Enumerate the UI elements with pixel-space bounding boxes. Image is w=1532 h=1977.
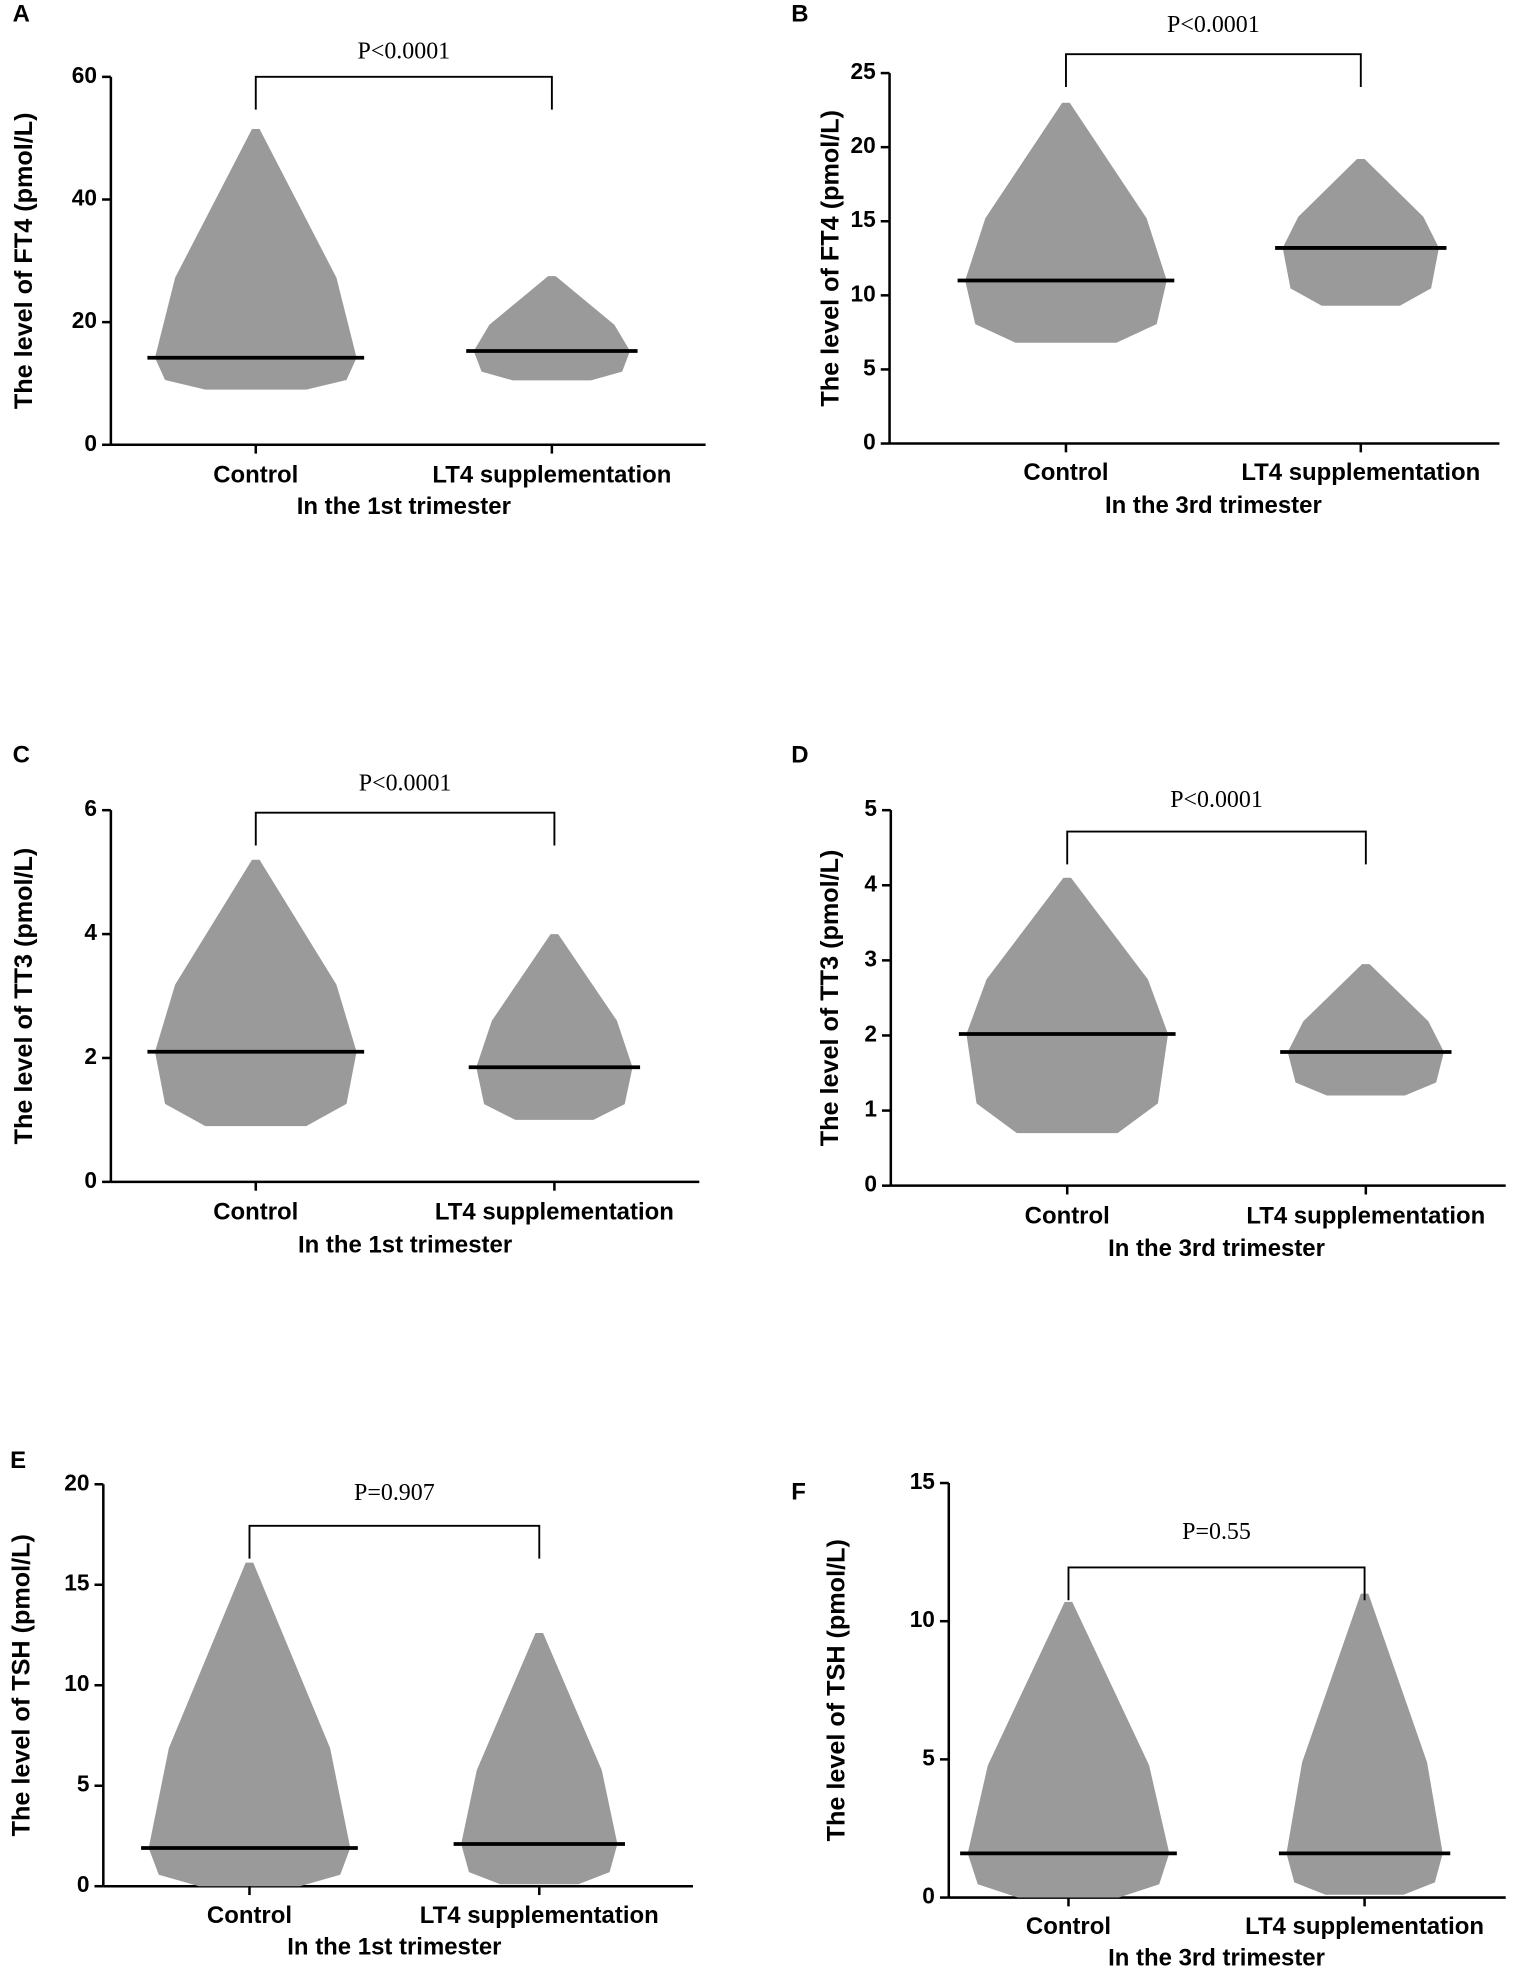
dot-cloud bbox=[1287, 964, 1444, 1096]
x-axis-label: In the 3rd trimester bbox=[1108, 1945, 1325, 1972]
y-tick-label: 15 bbox=[64, 1570, 89, 1596]
dot-cloud bbox=[473, 276, 630, 381]
x-tick-label: LT4 supplementation bbox=[1245, 1913, 1484, 1940]
significance-bracket bbox=[1067, 1566, 1366, 1601]
y-tick-label: 20 bbox=[72, 307, 97, 333]
x-tick-label: LT4 supplementation bbox=[1246, 1202, 1485, 1229]
panel-letter: E bbox=[10, 1447, 26, 1474]
y-tick-label: 4 bbox=[84, 919, 97, 945]
y-tick-label: 60 bbox=[72, 62, 97, 88]
y-axis-label: The level of TT3 (pmol/L) bbox=[816, 850, 844, 1147]
x-tick-label: Control bbox=[1025, 1202, 1110, 1229]
p-value: P=0.907 bbox=[354, 1480, 435, 1506]
dot-cloud bbox=[967, 1601, 1170, 1898]
p-value: P<0.0001 bbox=[1170, 787, 1263, 813]
y-tick-label: 40 bbox=[72, 184, 97, 210]
x-tick-label: Control bbox=[207, 1902, 292, 1929]
y-axis-label: The level of TSH (pmol/L) bbox=[823, 1539, 851, 1841]
y-tick-label: 4 bbox=[864, 870, 877, 896]
panel-letter: C bbox=[13, 741, 30, 768]
y-tick-label: 20 bbox=[850, 132, 875, 158]
y-tick-label: 5 bbox=[863, 354, 876, 380]
dot-cloud bbox=[1286, 1593, 1443, 1895]
p-value: P<0.0001 bbox=[359, 770, 452, 796]
y-tick-label: 3 bbox=[864, 945, 877, 971]
y-axis-label: The level of FT4 (pmol/L) bbox=[10, 112, 38, 409]
significance-bracket bbox=[1065, 53, 1362, 87]
x-tick-label: Control bbox=[213, 462, 298, 489]
dot-cloud bbox=[154, 128, 357, 390]
y-axis-label: The level of TSH (pmol/L) bbox=[7, 1534, 35, 1836]
panel-letter: A bbox=[13, 0, 30, 27]
x-axis-label: In the 1st trimester bbox=[298, 1231, 512, 1258]
y-tick-label: 6 bbox=[84, 795, 97, 821]
y-tick-label: 25 bbox=[850, 58, 875, 84]
y-tick-label: 0 bbox=[84, 430, 97, 456]
x-tick-label: LT4 supplementation bbox=[1241, 459, 1480, 486]
p-value: P<0.0001 bbox=[1167, 12, 1260, 38]
y-tick-label: 0 bbox=[864, 1171, 877, 1197]
panel-letter: F bbox=[791, 1478, 806, 1505]
y-tick-label: 10 bbox=[850, 280, 875, 306]
panel-letter: B bbox=[791, 0, 808, 27]
y-tick-label: 20 bbox=[64, 1469, 89, 1495]
y-tick-label: 10 bbox=[64, 1670, 89, 1696]
p-value: P<0.0001 bbox=[358, 38, 451, 64]
y-tick-label: 10 bbox=[910, 1606, 935, 1632]
y-tick-label: 2 bbox=[864, 1020, 877, 1046]
x-tick-label: Control bbox=[1026, 1913, 1111, 1940]
p-value: P=0.55 bbox=[1182, 1519, 1251, 1545]
y-tick-label: 0 bbox=[922, 1883, 935, 1909]
dot-cloud bbox=[148, 1562, 351, 1887]
y-tick-label: 0 bbox=[77, 1871, 90, 1897]
y-tick-label: 2 bbox=[84, 1043, 97, 1069]
dot-cloud bbox=[461, 1632, 618, 1885]
y-axis-label: The level of TT3 (pmol/L) bbox=[10, 848, 38, 1145]
x-tick-label: Control bbox=[1023, 459, 1108, 486]
y-tick-label: 1 bbox=[864, 1096, 877, 1122]
significance-bracket bbox=[1066, 830, 1367, 865]
y-tick-label: 15 bbox=[910, 1468, 935, 1494]
y-tick-label: 0 bbox=[84, 1167, 97, 1193]
x-axis-label: In the 3rd trimester bbox=[1108, 1235, 1325, 1262]
significance-bracket bbox=[248, 1524, 541, 1559]
significance-bracket bbox=[254, 75, 553, 110]
x-tick-label: LT4 supplementation bbox=[435, 1199, 674, 1226]
x-axis-label: In the 1st trimester bbox=[287, 1933, 501, 1960]
significance-bracket bbox=[254, 811, 556, 846]
dot-cloud bbox=[965, 102, 1167, 343]
x-axis-label: In the 3rd trimester bbox=[1105, 492, 1322, 519]
y-tick-label: 15 bbox=[850, 206, 875, 232]
panel-letter: D bbox=[791, 741, 808, 768]
x-tick-label: LT4 supplementation bbox=[432, 462, 671, 489]
x-axis-label: In the 1st trimester bbox=[297, 493, 511, 520]
dot-cloud bbox=[1282, 159, 1439, 306]
dot-cloud bbox=[966, 877, 1169, 1134]
y-tick-label: 5 bbox=[922, 1744, 935, 1770]
x-tick-label: Control bbox=[213, 1199, 298, 1226]
y-tick-label: 5 bbox=[77, 1771, 90, 1797]
dot-cloud bbox=[476, 934, 633, 1120]
y-tick-label: 5 bbox=[864, 795, 877, 821]
y-tick-label: 0 bbox=[863, 429, 876, 455]
dot-cloud bbox=[154, 859, 357, 1127]
y-axis-label: The level of FT4 (pmol/L) bbox=[816, 110, 844, 407]
x-tick-label: LT4 supplementation bbox=[420, 1902, 659, 1929]
